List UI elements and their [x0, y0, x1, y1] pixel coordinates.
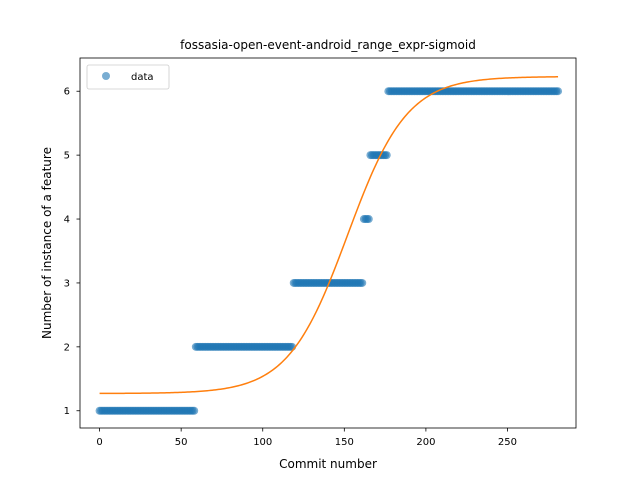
data-points	[95, 87, 563, 415]
chart-title: fossasia-open-event-android_range_expr-s…	[180, 38, 476, 52]
axes-frame	[79, 57, 577, 429]
data-point	[364, 215, 373, 224]
y-tick-label: 3	[64, 278, 70, 289]
x-tick-label: 150	[335, 437, 354, 448]
y-axis-label: Number of instance of a feature	[40, 147, 54, 339]
x-tick-label: 100	[253, 437, 272, 448]
legend-label: data	[131, 72, 154, 83]
legend: data	[86, 64, 170, 90]
data-point	[382, 151, 391, 160]
y-tick-label: 4	[64, 215, 70, 226]
x-tick-label: 200	[416, 437, 435, 448]
sigmoid-fit-line	[99, 76, 559, 395]
x-tick-label: 0	[96, 437, 102, 448]
legend-marker	[102, 72, 110, 80]
x-tick-label: 250	[498, 437, 517, 448]
plot-area	[79, 57, 577, 429]
x-axis: 0 50 100 150 200 250	[96, 428, 517, 448]
y-tick-label: 5	[64, 151, 70, 162]
data-point	[358, 278, 367, 287]
y-tick-label: 6	[64, 87, 70, 98]
legend-box	[86, 64, 170, 90]
x-tick-label: 50	[175, 437, 188, 448]
y-tick-label: 1	[64, 406, 70, 417]
data-point	[190, 406, 199, 415]
y-axis: 1 2 3 4 5 6	[64, 87, 80, 417]
data-point	[554, 87, 563, 96]
y-tick-label: 2	[64, 342, 70, 353]
x-axis-label: Commit number	[279, 457, 377, 471]
